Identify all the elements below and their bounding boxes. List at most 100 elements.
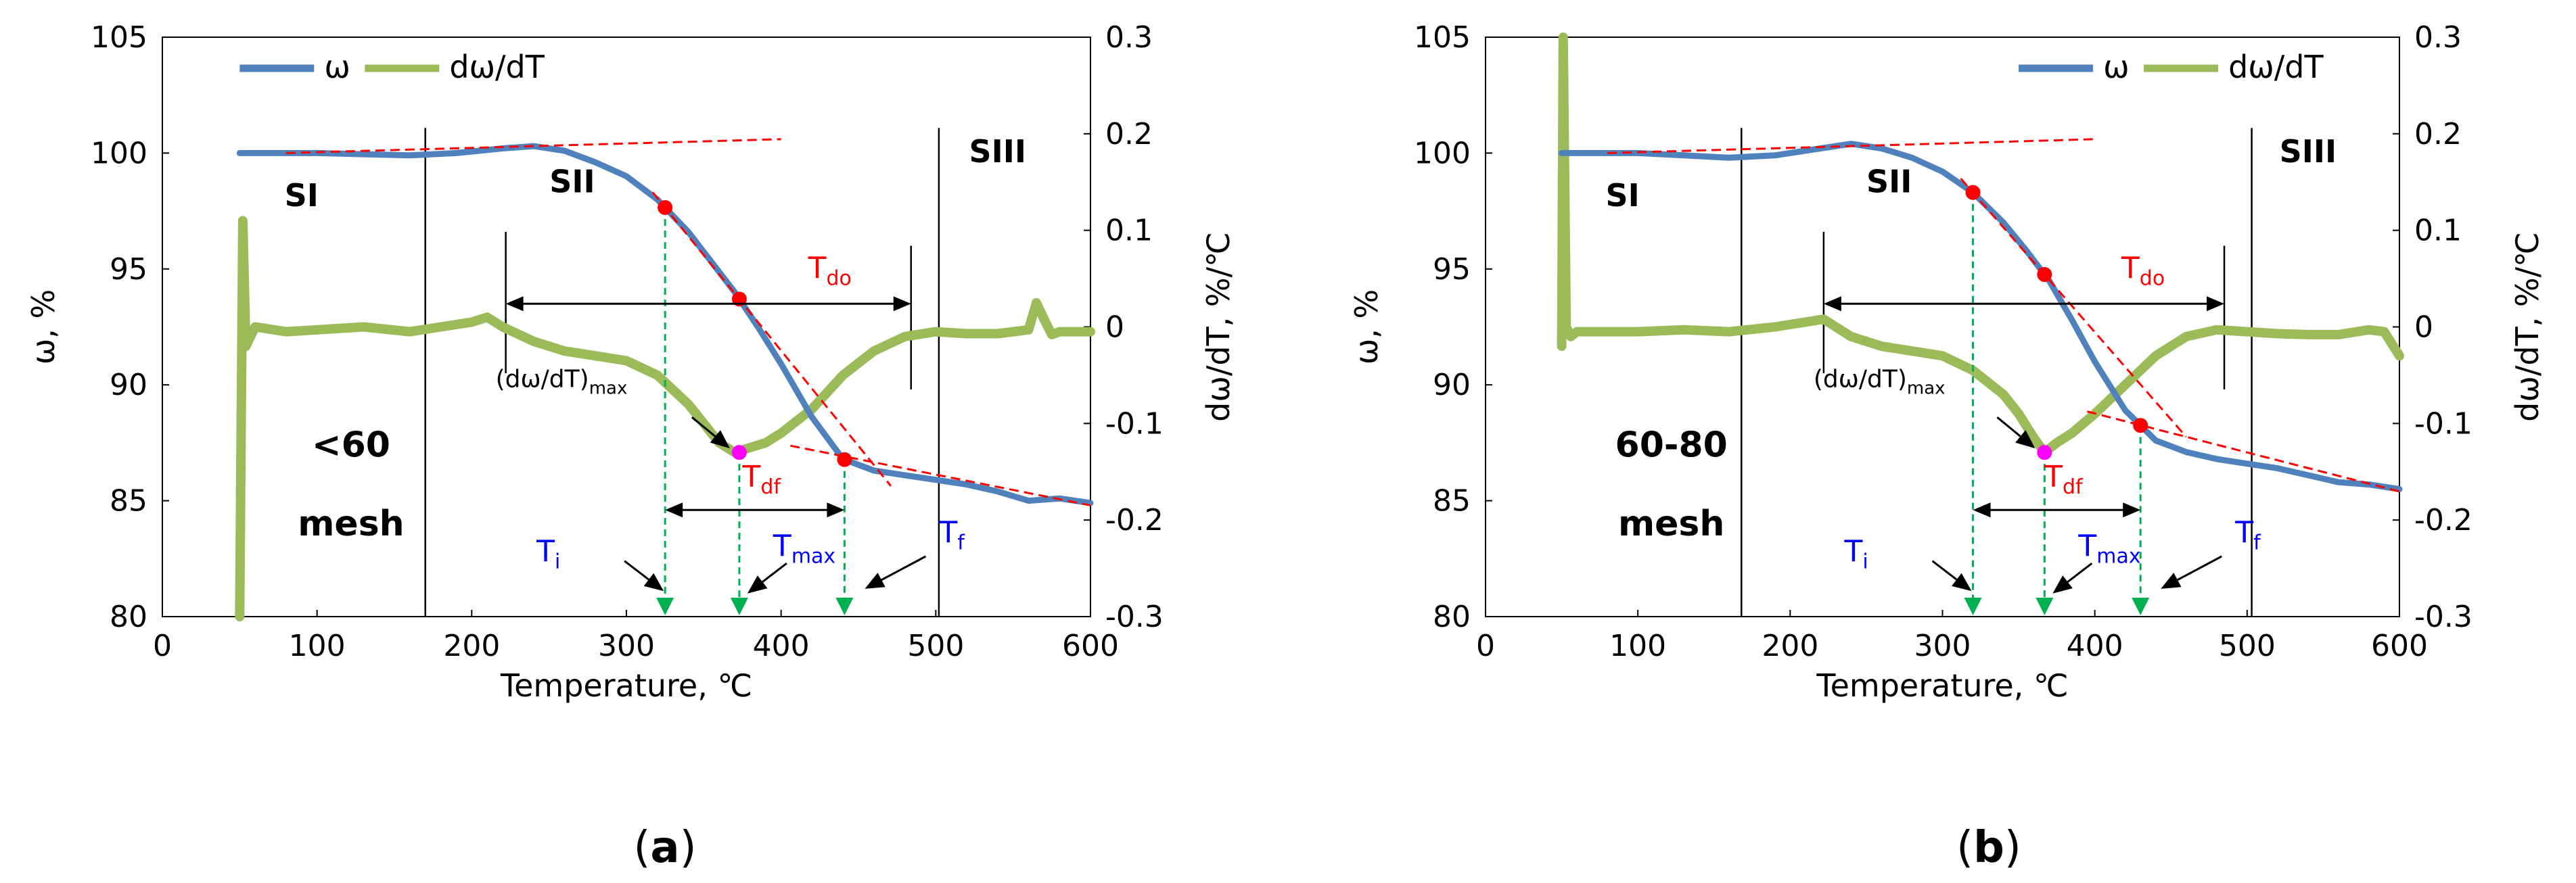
panel-a-x-tick-label: 100 — [289, 629, 346, 663]
panel-b-arrow-tf-line — [2177, 555, 2222, 581]
panel-a-label-tdo-main: T — [808, 252, 827, 286]
panel-a-y-right-tick-label: -0.3 — [1105, 600, 1164, 634]
panel-a-label-tf-main: T — [938, 515, 957, 550]
panel-b-tdf-arrow-head-right — [2123, 502, 2141, 518]
panel-b-arrow-tmax-head — [2052, 575, 2073, 594]
panel-a-drop-arrowhead-tmax — [730, 598, 748, 615]
panel-a-y-left-tick-label: 105 — [91, 20, 147, 55]
panel-a-caption-letter: a — [650, 823, 679, 873]
panel-a-marker-tf-end — [837, 452, 852, 467]
panel-a-label-ti-main: T — [536, 534, 555, 569]
panel-b-label-dtg-max-main: (dω/dT) — [1814, 366, 1907, 393]
panel-a-y-right-tick-label: 0.1 — [1105, 214, 1153, 248]
panel-a-y-right-tick-label: 0.2 — [1105, 117, 1153, 151]
panel-b-marker-inflection — [2037, 267, 2052, 283]
panel-a-arrow-ti-line — [624, 560, 649, 581]
panel-b-marker-dtg-peak — [2037, 445, 2052, 460]
panel-a-y-left-tick-label: 95 — [110, 252, 147, 287]
panel-a-tdf-arrow-head-left — [665, 502, 683, 518]
panel-a-y-right-tick-label: 0.3 — [1105, 20, 1153, 55]
panel-b-legend-domega-label: dω/dT — [2228, 49, 2324, 85]
panel-a-arrow-tmax-head — [747, 575, 768, 594]
panel-a-label-tdo: Tdo — [808, 252, 852, 291]
panel-a-label-ti-sub: i — [555, 550, 560, 573]
panel-a-y-right-axis-title: dω/dT, %/℃ — [1200, 232, 1237, 422]
panel-a-arrow-dtg-max-head — [710, 430, 730, 449]
panel-b-arrow-tf-head — [2161, 573, 2182, 589]
panel-a-mesh-label-line1: <60 — [312, 425, 390, 465]
panel-b-tdo-arrow-head-left — [1823, 296, 1841, 312]
panel-b-region-label-sii: SII — [1866, 164, 1912, 200]
panel-b-label-tf-main: T — [2234, 515, 2253, 550]
panel-a-series-domega-line — [235, 216, 1095, 621]
panel-b-label-ti: Ti — [1844, 534, 1868, 573]
panel-a-arrow-ti-head — [643, 573, 664, 592]
panel-b: 0 100 200 300 400 500 600 80 85 90 95 100 105 -0.3 -0.… — [1348, 20, 2546, 873]
panel-b-y-right-tick-label: -0.2 — [2414, 503, 2472, 538]
panel-b-tdf-arrow-head-left — [1973, 502, 1991, 518]
panel-b-arrow-dtg-max-line — [1996, 416, 2021, 437]
panel-b-x-axis-title: Temperature, ℃ — [1816, 667, 2068, 704]
panel-a-y-left-axis-title: ω, % — [25, 289, 62, 364]
panel-b-arrow-ti-line — [1931, 560, 1958, 581]
panel-b-x-tick-label: 300 — [1914, 629, 1971, 663]
panel-a-tangent-initial — [285, 138, 781, 154]
panel-b-y-right-tick-label: -0.1 — [2414, 406, 2472, 441]
panel-b-content: 0 100 200 300 400 500 600 80 85 90 95 100 105 -0.3 -0.… — [1348, 20, 2546, 704]
panel-b-legend-omega-label: ω — [2103, 49, 2130, 85]
panel-b-label-dtg-max-sub: max — [1907, 379, 1946, 399]
panel-a-drop-arrowhead-ti — [656, 598, 674, 615]
panel-a-y-right-tick-label: -0.2 — [1105, 503, 1164, 538]
panel-a-label-tdf-main: T — [742, 460, 761, 494]
panel-b-y-left-tick-label: 95 — [1433, 252, 1471, 287]
panel-b-region-label-siii: SIII — [2280, 133, 2337, 170]
panel-a: 0 100 200 300 400 500 600 80 85 90 95 100 105 -0.3 -0.… — [25, 20, 1237, 873]
panel-a-x-tick-label: 300 — [598, 629, 655, 663]
panel-b-x-tick-label: 500 — [2219, 629, 2276, 663]
panel-a-y-left-tick-label: 90 — [110, 368, 147, 402]
panel-b-arrow-ti-head — [1952, 573, 1972, 592]
panel-a-y-right-tick-label: 0 — [1105, 310, 1124, 345]
panel-a-tdo-arrow-head-left — [505, 296, 524, 312]
panel-b-tdo-arrow-head-right — [2207, 296, 2225, 312]
panel-b-label-dtg-max: (dω/dT)max — [1814, 366, 1946, 399]
panel-b-region-label-si: SI — [1606, 177, 1640, 214]
panel-a-y-left-tick-label: 80 — [110, 600, 147, 634]
panel-b-drop-arrowhead-tf — [2132, 598, 2150, 615]
panel-b-caption-letter: b — [1973, 823, 2004, 873]
panel-a-x-axis-title: Temperature, ℃ — [500, 667, 752, 704]
panel-b-mesh-label-line1: 60-80 — [1615, 425, 1728, 465]
panel-b-tangent-initial — [1607, 138, 2095, 154]
panel-a-region-label-siii: SIII — [969, 133, 1026, 170]
panel-a-label-dtg-max-main: (dω/dT) — [496, 366, 589, 393]
panel-b-label-tdo: Tdo — [2121, 252, 2165, 291]
panel-b-y-left-tick-label: 85 — [1433, 484, 1471, 519]
panel-a-y-right-tick-label: -0.1 — [1105, 406, 1164, 441]
panel-a-tdo-arrow-head-right — [893, 296, 911, 312]
panel-b-arrow-dtg-max-head — [2015, 430, 2036, 449]
panel-b-series-domega-line — [1557, 32, 2404, 458]
panel-b-label-tmax-sub: max — [2096, 544, 2140, 568]
panel-b-label-ti-sub: i — [1862, 550, 1868, 573]
panel-b-label-tdo-main: T — [2121, 252, 2140, 286]
panel-a-label-tdf-sub: df — [760, 475, 781, 499]
panel-a-label-dtg-max: (dω/dT)max — [496, 366, 628, 399]
panel-a-y-left-tick-label: 100 — [91, 136, 147, 170]
panel-a-legend-omega-label: ω — [324, 49, 350, 85]
panel-a-y-left-tick-label: 85 — [110, 484, 147, 519]
panel-b-y-left-tick-label: 105 — [1414, 20, 1471, 55]
panel-b-label-ti-main: T — [1844, 534, 1863, 569]
panel-b-y-right-tick-label: 0.3 — [2414, 20, 2462, 55]
panel-a-tangent-final — [790, 444, 1091, 506]
panel-b-mesh-label-line2: mesh — [1618, 504, 1724, 544]
panel-b-drop-arrowhead-tmax — [2036, 598, 2054, 615]
panel-b-label-tmax-main: T — [2077, 529, 2096, 563]
panel-a-label-tdf: Tdf — [742, 460, 782, 499]
panel-b-x-tick-label: 100 — [1609, 629, 1666, 663]
panel-a-series-omega-line — [236, 143, 1094, 506]
panel-a-x-tick-label: 400 — [753, 629, 810, 663]
panel-a-arrow-tf-head — [865, 573, 886, 589]
panel-a-drop-arrowhead-tf — [835, 598, 854, 615]
panel-a-region-label-si: SI — [285, 177, 319, 214]
